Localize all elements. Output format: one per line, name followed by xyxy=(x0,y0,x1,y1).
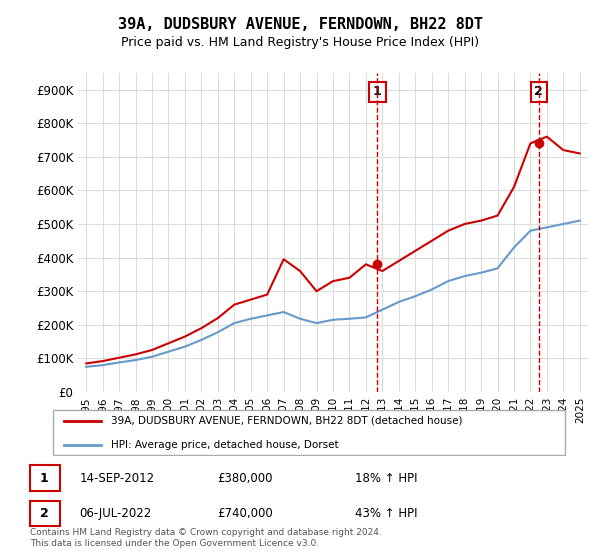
Text: 1: 1 xyxy=(40,472,49,484)
Text: £740,000: £740,000 xyxy=(217,507,273,520)
Text: 2: 2 xyxy=(40,507,49,520)
FancyBboxPatch shape xyxy=(29,465,60,491)
Text: 1: 1 xyxy=(373,86,382,99)
Text: Price paid vs. HM Land Registry's House Price Index (HPI): Price paid vs. HM Land Registry's House … xyxy=(121,36,479,49)
Text: 39A, DUDSBURY AVENUE, FERNDOWN, BH22 8DT: 39A, DUDSBURY AVENUE, FERNDOWN, BH22 8DT xyxy=(118,17,482,32)
Text: 18% ↑ HPI: 18% ↑ HPI xyxy=(355,472,418,484)
Text: £380,000: £380,000 xyxy=(217,472,272,484)
Text: 14-SEP-2012: 14-SEP-2012 xyxy=(79,472,154,484)
Text: 39A, DUDSBURY AVENUE, FERNDOWN, BH22 8DT (detached house): 39A, DUDSBURY AVENUE, FERNDOWN, BH22 8DT… xyxy=(112,416,463,426)
Text: 2: 2 xyxy=(534,86,543,99)
Text: 43% ↑ HPI: 43% ↑ HPI xyxy=(355,507,418,520)
Text: 06-JUL-2022: 06-JUL-2022 xyxy=(79,507,151,520)
FancyBboxPatch shape xyxy=(29,501,60,526)
Text: HPI: Average price, detached house, Dorset: HPI: Average price, detached house, Dors… xyxy=(112,440,339,450)
Text: Contains HM Land Registry data © Crown copyright and database right 2024.
This d: Contains HM Land Registry data © Crown c… xyxy=(30,528,382,548)
FancyBboxPatch shape xyxy=(53,410,565,455)
